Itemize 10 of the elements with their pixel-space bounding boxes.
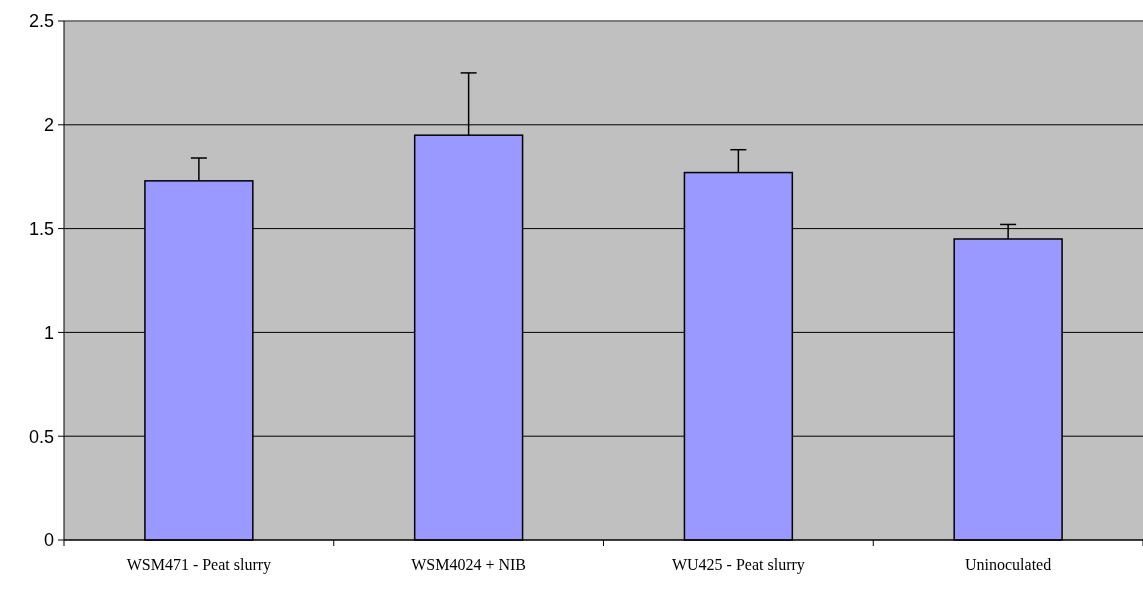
y-tick-label: 2.5 [28,11,54,32]
x-tick-label: WSM4024 + NIB [411,556,527,573]
x-tick-label: Uninoculated [965,556,1052,573]
x-tick-label: WU425 - Peat slurry [671,556,805,574]
y-tick-label: 2 [43,115,54,136]
y-tick-label: 0.5 [28,426,54,447]
y-tick-label: 1.5 [28,218,54,239]
y-tick-label: 1 [43,322,54,343]
x-tick-label: WSM471 - Peat slurry [126,556,272,574]
y-tick-label: 0 [43,530,54,551]
